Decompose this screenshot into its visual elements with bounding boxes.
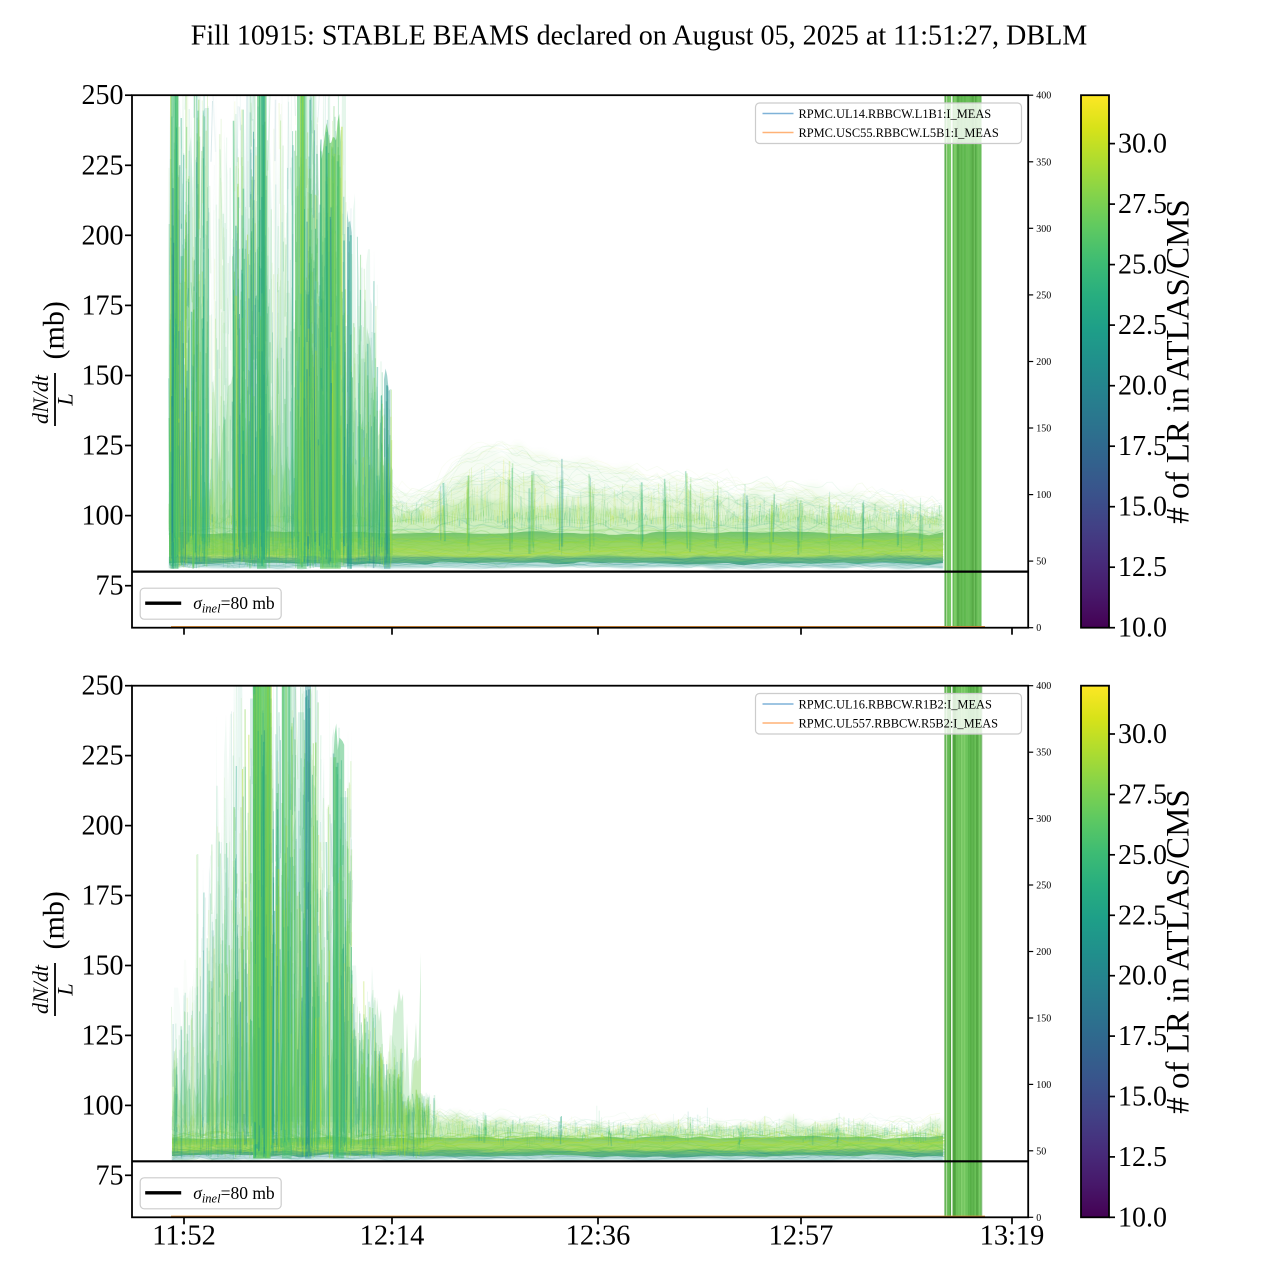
svg-text:100: 100 [82, 501, 124, 532]
svg-text:225: 225 [82, 150, 124, 181]
svg-text:200: 200 [1036, 947, 1051, 958]
svg-text:27.5: 27.5 [1118, 779, 1167, 810]
svg-text:RPMC.USC55.RBBCW.L5B1:I_MEAS: RPMC.USC55.RBBCW.L5B1:I_MEAS [799, 126, 999, 140]
svg-text:RPMC.UL14.RBBCW.L1B1:I_MEAS: RPMC.UL14.RBBCW.L1B1:I_MEAS [799, 107, 992, 121]
svg-text:125: 125 [82, 1020, 124, 1051]
svg-text:12:57: 12:57 [769, 1220, 834, 1251]
svg-text:75: 75 [96, 571, 124, 602]
svg-text:100: 100 [82, 1090, 124, 1121]
svg-text:100: 100 [1036, 1080, 1051, 1091]
svg-text:(mb): (mb) [38, 301, 71, 359]
svg-text:400: 400 [1036, 681, 1051, 692]
svg-text:10.0: 10.0 [1118, 1202, 1167, 1233]
svg-text:σinel=80 mb: σinel=80 mb [193, 1183, 275, 1206]
svg-text:30.0: 30.0 [1118, 719, 1167, 750]
svg-text:225: 225 [82, 741, 124, 772]
svg-text:# of LR in ATLAS/CMS: # of LR in ATLAS/CMS [1161, 199, 1197, 524]
svg-text:150: 150 [82, 361, 124, 392]
svg-text:17.5: 17.5 [1118, 431, 1167, 462]
svg-text:250: 250 [1036, 881, 1051, 892]
svg-text:15.0: 15.0 [1118, 1082, 1167, 1113]
svg-text:175: 175 [82, 881, 124, 912]
svg-text:0: 0 [1036, 1213, 1041, 1224]
svg-text:75: 75 [96, 1160, 124, 1191]
svg-text:0: 0 [1036, 623, 1041, 634]
svg-text:RPMC.UL16.RBBCW.R1B2:I_MEAS: RPMC.UL16.RBBCW.R1B2:I_MEAS [799, 698, 992, 712]
svg-text:30.0: 30.0 [1118, 129, 1167, 160]
svg-text:12.5: 12.5 [1118, 552, 1167, 583]
svg-text:300: 300 [1036, 814, 1051, 825]
svg-text:125: 125 [82, 431, 124, 462]
svg-text:10.0: 10.0 [1118, 613, 1167, 644]
svg-text:200: 200 [82, 811, 124, 842]
svg-text:11:52: 11:52 [152, 1220, 216, 1251]
svg-text:(mb): (mb) [38, 891, 71, 949]
svg-text:22.5: 22.5 [1118, 310, 1167, 341]
svg-text:σinel=80 mb: σinel=80 mb [193, 593, 275, 616]
svg-text:dN/dt: dN/dt [28, 374, 53, 424]
svg-text:175: 175 [82, 290, 124, 321]
svg-text:50: 50 [1036, 1146, 1046, 1157]
svg-text:350: 350 [1036, 748, 1051, 759]
svg-text:200: 200 [82, 220, 124, 251]
svg-text:L: L [53, 983, 78, 996]
svg-text:150: 150 [1036, 424, 1051, 435]
svg-text:Fill 10915: STABLE BEAMS decla: Fill 10915: STABLE BEAMS declared on Aug… [191, 21, 1087, 52]
svg-text:200: 200 [1036, 357, 1051, 368]
svg-text:12:14: 12:14 [360, 1220, 425, 1251]
svg-text:20.0: 20.0 [1118, 961, 1167, 992]
svg-text:27.5: 27.5 [1118, 189, 1167, 220]
svg-text:350: 350 [1036, 157, 1051, 168]
svg-text:13:19: 13:19 [980, 1220, 1045, 1251]
svg-text:12.5: 12.5 [1118, 1142, 1167, 1173]
svg-text:250: 250 [82, 671, 124, 702]
svg-text:RPMC.UL557.RBBCW.R5B2:I_MEAS: RPMC.UL557.RBBCW.R5B2:I_MEAS [799, 717, 999, 731]
svg-text:150: 150 [82, 951, 124, 982]
svg-text:15.0: 15.0 [1118, 492, 1167, 523]
svg-text:dN/dt: dN/dt [28, 964, 53, 1014]
svg-text:# of LR in ATLAS/CMS: # of LR in ATLAS/CMS [1161, 789, 1197, 1114]
svg-text:L: L [53, 393, 78, 406]
svg-text:25.0: 25.0 [1118, 250, 1167, 281]
svg-text:20.0: 20.0 [1118, 371, 1167, 402]
svg-text:150: 150 [1036, 1014, 1051, 1025]
svg-text:300: 300 [1036, 224, 1051, 235]
svg-text:250: 250 [1036, 290, 1051, 301]
svg-text:17.5: 17.5 [1118, 1021, 1167, 1052]
svg-text:12:36: 12:36 [566, 1220, 631, 1251]
svg-text:400: 400 [1036, 91, 1051, 102]
svg-text:25.0: 25.0 [1118, 840, 1167, 871]
svg-text:22.5: 22.5 [1118, 900, 1167, 931]
svg-text:100: 100 [1036, 490, 1051, 501]
svg-text:50: 50 [1036, 557, 1046, 568]
svg-text:250: 250 [82, 80, 124, 111]
